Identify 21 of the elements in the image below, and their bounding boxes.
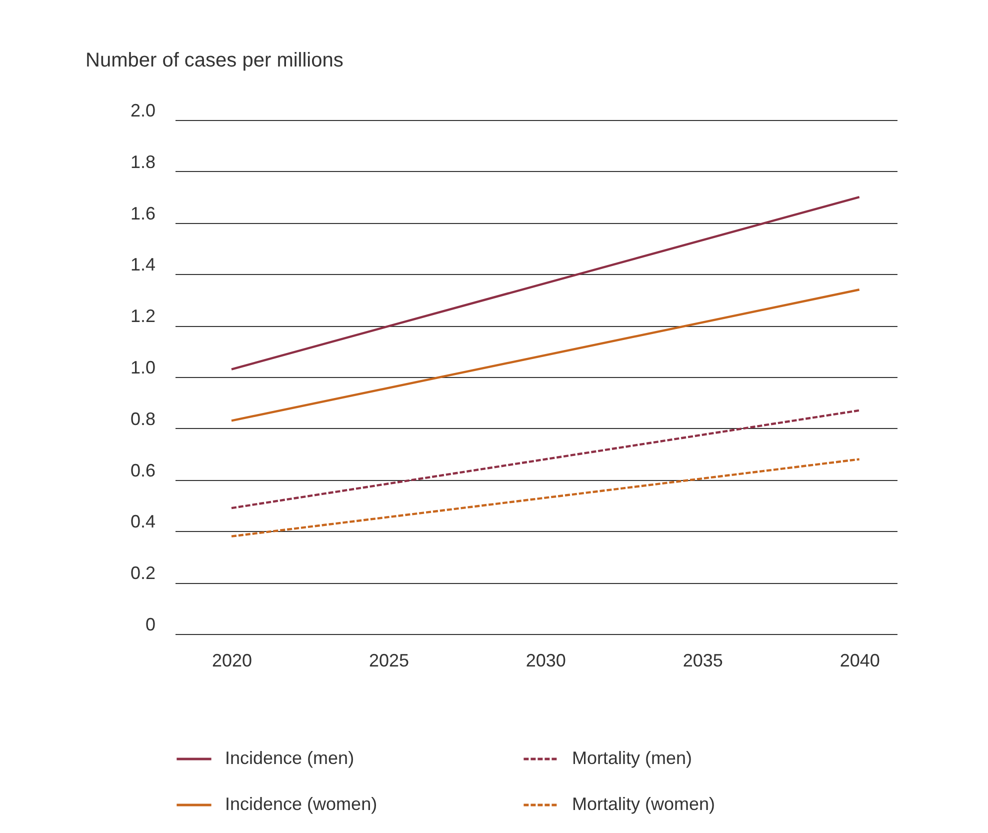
y-tick-label: 2.0: [130, 100, 156, 120]
y-tick-label: 0.6: [130, 460, 156, 480]
y-tick-label: 0.4: [130, 512, 156, 532]
legend-label: Mortality (women): [572, 794, 716, 814]
legend-label: Mortality (men): [572, 748, 692, 768]
y-tick-label: 1.2: [130, 306, 156, 326]
legend-label: Incidence (men): [225, 748, 354, 768]
x-tick-label: 2020: [212, 650, 252, 670]
legend-label: Incidence (women): [225, 794, 378, 814]
y-tick-label: 1.0: [130, 358, 156, 378]
y-tick-label: 1.4: [130, 254, 156, 275]
x-tick-label: 2025: [368, 650, 409, 670]
y-tick-label: 1.8: [130, 152, 156, 172]
y-tick-label: 0: [145, 614, 156, 634]
x-tick-label: 2040: [840, 650, 880, 670]
y-tick-label: 1.6: [130, 203, 156, 224]
x-tick-label: 2030: [526, 650, 566, 670]
x-tick-label: 2035: [682, 650, 723, 670]
y-tick-label: 0.2: [130, 563, 156, 584]
y-tick-label: 0.8: [130, 408, 156, 429]
y-axis-title: Number of cases per millions: [86, 50, 344, 72]
